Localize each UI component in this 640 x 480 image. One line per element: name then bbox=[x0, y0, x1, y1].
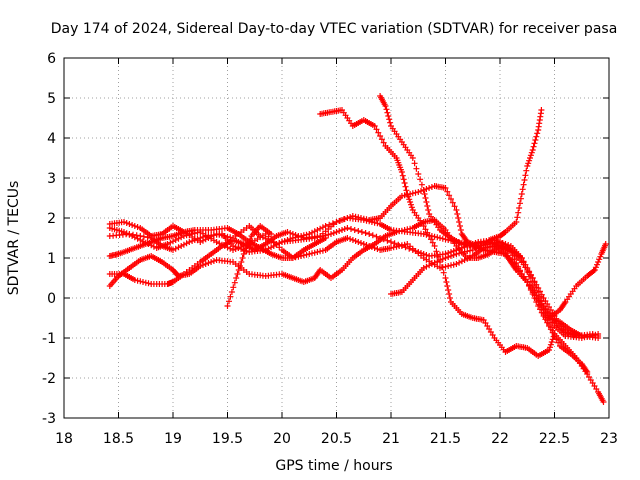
series-markers bbox=[224, 223, 275, 309]
x-axis-label: GPS time / hours bbox=[275, 458, 392, 474]
series-track-10 bbox=[546, 241, 609, 321]
x-tick-label: 18 bbox=[55, 431, 73, 447]
series-markers bbox=[388, 107, 545, 297]
y-tick-label: 2 bbox=[47, 211, 56, 227]
data-series bbox=[106, 93, 609, 405]
x-tick-label: 18.5 bbox=[103, 431, 134, 447]
series-markers bbox=[377, 93, 602, 339]
x-tick-label: 22.5 bbox=[539, 431, 570, 447]
series-track-11 bbox=[106, 225, 329, 261]
y-tick-label: -1 bbox=[42, 331, 56, 347]
x-tick-label: 21 bbox=[382, 431, 400, 447]
x-tick-label: 23 bbox=[600, 431, 618, 447]
series-markers bbox=[106, 183, 596, 339]
chart-title: Day 174 of 2024, Sidereal Day-to-day VTE… bbox=[51, 21, 618, 37]
y-tick-label: -3 bbox=[42, 411, 56, 427]
series-track-5 bbox=[106, 183, 596, 339]
grid-lines bbox=[64, 58, 609, 418]
y-tick-label: 1 bbox=[47, 251, 56, 267]
y-tick-label: 4 bbox=[47, 131, 56, 147]
series-track-9 bbox=[224, 223, 275, 309]
x-tick-label: 20.5 bbox=[321, 431, 352, 447]
x-tick-label: 19.5 bbox=[212, 431, 243, 447]
y-tick-label: 0 bbox=[47, 291, 56, 307]
x-tick-label: 19 bbox=[164, 431, 182, 447]
x-tick-label: 20 bbox=[273, 431, 291, 447]
y-tick-label: -2 bbox=[42, 371, 56, 387]
y-tick-label: 6 bbox=[47, 51, 56, 67]
series-markers bbox=[546, 241, 609, 321]
series-markers bbox=[106, 225, 329, 261]
x-tick-label: 21.5 bbox=[430, 431, 461, 447]
series-track-8 bbox=[388, 107, 545, 297]
series-markers bbox=[317, 107, 558, 359]
axis-ticks: 18 18.5 19 19.5 20 20.5 21 21.5 22 22.5 23-3-2-101… bbox=[42, 51, 618, 447]
series-track-7 bbox=[377, 93, 602, 339]
y-tick-label: 5 bbox=[47, 91, 56, 107]
y-tick-label: 3 bbox=[47, 171, 56, 187]
y-axis-label: SDTVAR / TECUs bbox=[6, 181, 22, 296]
series-track-6 bbox=[317, 107, 558, 359]
x-tick-label: 22 bbox=[491, 431, 509, 447]
